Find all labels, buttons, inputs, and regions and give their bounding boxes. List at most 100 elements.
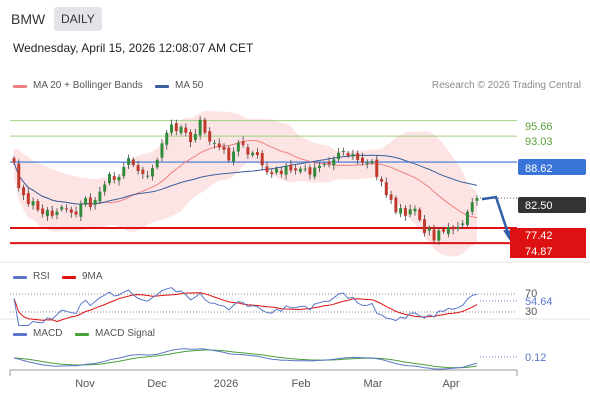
candle — [303, 164, 307, 173]
candle — [41, 204, 45, 218]
candle — [98, 186, 102, 205]
candle — [318, 162, 321, 173]
s2-label: 74.87 — [525, 246, 553, 258]
candle — [227, 145, 231, 163]
candle — [360, 152, 364, 166]
ma50-legend-swatch — [155, 85, 169, 88]
macd-legend-swatch — [13, 333, 27, 336]
candles — [12, 116, 479, 245]
candle — [260, 150, 264, 171]
macd-panel: 0.12 — [13, 348, 546, 370]
candle — [74, 206, 78, 218]
candle — [79, 200, 83, 221]
candle — [437, 227, 441, 245]
candle — [432, 224, 436, 244]
x-tick-label: Feb — [292, 378, 311, 390]
x-tick-label: Nov — [75, 378, 95, 390]
candle — [45, 207, 49, 222]
candle — [203, 117, 207, 135]
period-button[interactable]: DAILY — [54, 7, 102, 31]
rsi-ma-line — [13, 292, 478, 323]
credit-text: Research © 2026 Trading Central — [431, 80, 581, 91]
rsi-legend-label: RSI — [33, 271, 50, 282]
macd-signal-line — [13, 349, 478, 369]
candle — [399, 203, 403, 218]
candle — [50, 205, 54, 219]
r1-label: 95.66 — [525, 121, 553, 133]
candle — [31, 197, 35, 210]
candle — [322, 161, 326, 168]
candle — [60, 204, 64, 212]
x-tick-label: 2026 — [214, 378, 238, 390]
candle — [189, 129, 193, 148]
candle — [184, 123, 188, 137]
candle — [65, 204, 68, 213]
bollinger-band — [14, 110, 477, 257]
candle — [107, 171, 111, 186]
bollinger-fill — [14, 110, 477, 257]
candle — [475, 195, 479, 206]
candle — [403, 205, 407, 221]
rsi-line — [13, 287, 478, 326]
candle — [170, 119, 173, 136]
key-levels — [10, 120, 517, 245]
candle — [103, 181, 107, 196]
candle — [255, 147, 259, 159]
macd-current-label: 0.12 — [525, 352, 546, 364]
macd-legend-label: MACD — [33, 328, 63, 339]
candle — [284, 162, 288, 180]
x-tick-label: Mar — [364, 378, 383, 390]
candle — [351, 149, 355, 160]
candle — [289, 160, 293, 174]
rsi-ma-legend-swatch — [62, 276, 76, 279]
rsi-legend-swatch — [13, 276, 27, 279]
candle — [461, 219, 465, 230]
candle — [69, 206, 73, 218]
candle — [198, 116, 202, 140]
candle — [174, 119, 178, 136]
candle — [12, 155, 16, 165]
s2-tag — [510, 243, 586, 258]
pivot-tag — [518, 159, 586, 175]
candle — [150, 164, 154, 181]
panel-dividers — [0, 261, 590, 371]
candle — [298, 166, 302, 174]
candle — [212, 139, 216, 149]
candle — [155, 157, 159, 170]
candle — [88, 193, 92, 211]
ma20-legend-label: MA 20 + Bollinger Bands — [33, 80, 143, 91]
candle — [112, 171, 116, 184]
candle — [36, 199, 40, 212]
macd-line — [13, 348, 478, 370]
candle — [380, 176, 384, 187]
x-tick-label: Dec — [147, 378, 167, 390]
candle — [470, 198, 474, 216]
candle — [308, 164, 312, 180]
candle — [160, 139, 164, 162]
candle — [179, 124, 183, 136]
s1-tag — [510, 228, 586, 243]
candle — [365, 159, 369, 169]
ma20-legend-swatch — [13, 85, 27, 88]
candle — [332, 156, 336, 171]
candle — [93, 197, 97, 210]
candle — [222, 143, 226, 154]
candle — [122, 162, 126, 179]
candle — [446, 222, 450, 238]
candle — [408, 204, 412, 218]
candle — [193, 129, 197, 143]
candle — [451, 224, 455, 235]
candle — [117, 174, 121, 186]
candle — [356, 150, 360, 165]
candle — [465, 209, 469, 227]
candle — [427, 225, 431, 236]
candle — [275, 166, 279, 175]
candle — [241, 136, 245, 148]
candle — [265, 161, 269, 175]
candle — [389, 190, 393, 205]
candle — [384, 177, 388, 198]
candle — [136, 160, 140, 175]
r2-label: 93.03 — [525, 136, 553, 148]
candle — [442, 227, 446, 234]
candle — [341, 147, 345, 156]
